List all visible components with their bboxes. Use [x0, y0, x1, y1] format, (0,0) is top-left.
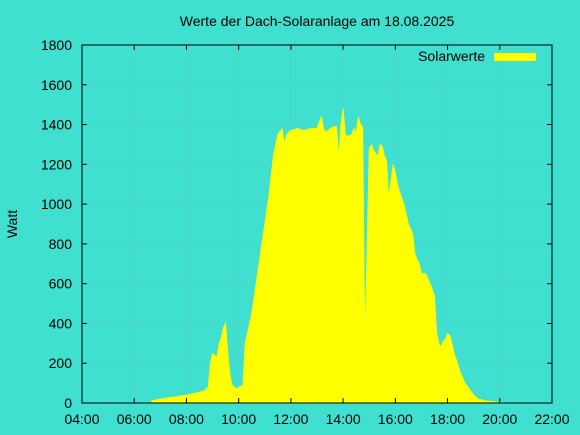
x-tick-label: 16:00 [378, 411, 413, 427]
chart-title: Werte der Dach-Solaranlage am 18.08.2025 [180, 13, 455, 29]
x-tick-label: 10:00 [221, 411, 256, 427]
legend-swatch [494, 53, 536, 61]
y-tick-label: 0 [64, 395, 72, 411]
legend: Solarwerte [418, 48, 536, 64]
plot-frame [81, 44, 553, 404]
y-axis-label: Watt [4, 210, 20, 238]
x-tick-label: 20:00 [482, 411, 517, 427]
y-tick-label: 1800 [41, 37, 72, 53]
y-tick-label: 1000 [41, 196, 72, 212]
y-tick-label: 200 [49, 355, 73, 371]
x-tick-label: 04:00 [64, 411, 99, 427]
x-tick-label: 22:00 [534, 411, 569, 427]
x-axis: 04:00 06:00 08:00 10:00 12:00 14:00 16:00 18:00… [64, 45, 570, 427]
y-tick-label: 1200 [41, 156, 72, 172]
y-tick-label: 1400 [41, 117, 72, 133]
x-tick-label: 14:00 [326, 411, 361, 427]
series-layer [151, 108, 503, 404]
y-tick-label: 800 [49, 236, 73, 252]
y-tick-label: 1600 [41, 77, 72, 93]
x-tick-label: 08:00 [169, 411, 204, 427]
x-tick-label: 18:00 [430, 411, 465, 427]
x-tick-label: 06:00 [117, 411, 152, 427]
series-area-solarwerte [151, 108, 503, 404]
y-axis: 0 200 400 600 800 1000 1200 1400 1600 1800 [41, 37, 552, 411]
y-tick-label: 400 [49, 315, 73, 331]
legend-label: Solarwerte [418, 48, 485, 64]
x-tick-label: 12:00 [273, 411, 308, 427]
y-tick-label: 600 [49, 276, 73, 292]
